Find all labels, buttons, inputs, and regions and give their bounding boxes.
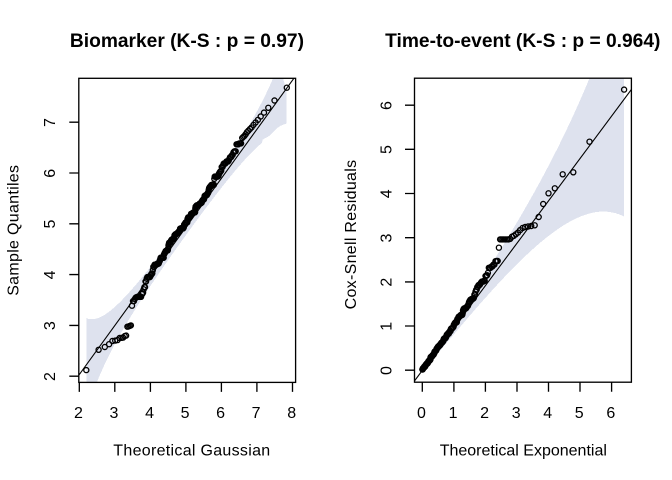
svg-text:3: 3 xyxy=(110,405,119,422)
svg-text:2: 2 xyxy=(480,405,489,422)
svg-text:4: 4 xyxy=(42,270,59,279)
svg-text:4: 4 xyxy=(543,405,552,422)
svg-text:2: 2 xyxy=(42,372,59,381)
svg-text:1: 1 xyxy=(378,322,395,331)
svg-text:Theoretical Gaussian: Theoretical Gaussian xyxy=(113,443,270,460)
svg-text:8: 8 xyxy=(287,405,296,422)
svg-text:1: 1 xyxy=(449,405,458,422)
svg-text:Biomarker (K-S : p = 0.97): Biomarker (K-S : p = 0.97) xyxy=(70,31,304,52)
svg-text:6: 6 xyxy=(378,101,395,110)
svg-text:Time-to-event (K-S : p = 0.964: Time-to-event (K-S : p = 0.964) xyxy=(385,31,660,52)
svg-text:6: 6 xyxy=(42,169,59,178)
svg-text:6: 6 xyxy=(216,405,225,422)
svg-text:5: 5 xyxy=(42,220,59,229)
svg-text:2: 2 xyxy=(74,405,83,422)
svg-text:5: 5 xyxy=(181,405,190,422)
svg-text:2: 2 xyxy=(378,278,395,287)
svg-text:Sample Quantiles: Sample Quantiles xyxy=(5,165,22,296)
svg-text:4: 4 xyxy=(378,189,395,198)
svg-text:4: 4 xyxy=(145,405,154,422)
svg-text:7: 7 xyxy=(42,118,59,127)
svg-text:5: 5 xyxy=(575,405,584,422)
svg-text:3: 3 xyxy=(378,233,395,242)
svg-text:0: 0 xyxy=(378,366,395,375)
svg-text:3: 3 xyxy=(512,405,521,422)
svg-text:7: 7 xyxy=(252,405,261,422)
svg-text:0: 0 xyxy=(417,405,426,422)
svg-text:6: 6 xyxy=(606,405,615,422)
svg-text:5: 5 xyxy=(378,145,395,154)
svg-text:Theoretical Exponential: Theoretical Exponential xyxy=(440,443,607,460)
svg-text:Cox-Snell Residuals: Cox-Snell Residuals xyxy=(343,160,360,310)
svg-text:3: 3 xyxy=(42,321,59,330)
